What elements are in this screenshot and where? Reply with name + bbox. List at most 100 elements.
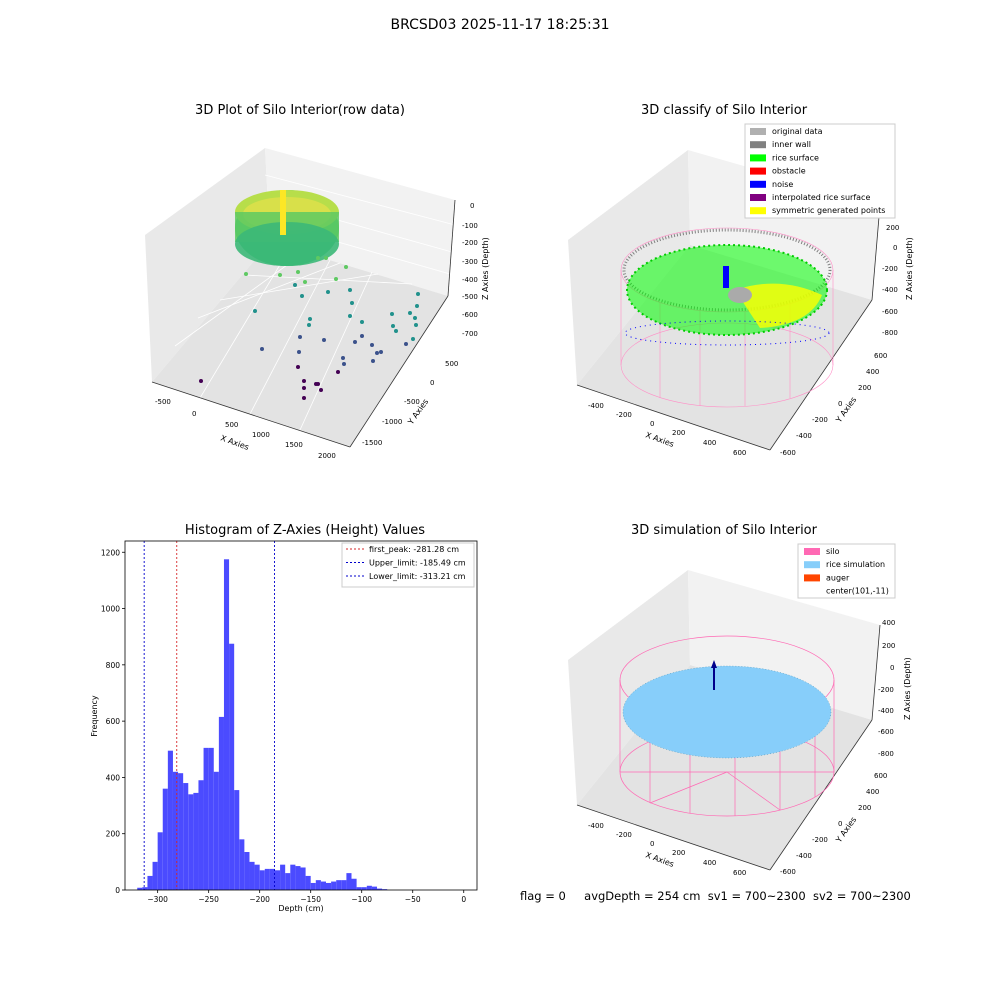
svg-text:-600: -600	[780, 449, 796, 457]
sim-legend-label: center(101,-11)	[826, 587, 889, 596]
raw-point	[314, 382, 318, 386]
classify-legend-swatch	[750, 154, 766, 162]
svg-text:1500: 1500	[285, 441, 303, 449]
sim-legend-swatch	[804, 574, 820, 582]
histogram-frame	[124, 540, 478, 891]
svg-text:-200: -200	[616, 411, 632, 419]
svg-text:-400: -400	[796, 852, 812, 860]
svg-text:0: 0	[838, 400, 842, 408]
histogram-bar	[203, 747, 209, 890]
histogram-bar	[178, 773, 184, 890]
histogram-y-tick-label: 200	[106, 830, 121, 839]
raw-point	[297, 350, 301, 354]
classify-legend-swatch	[750, 128, 766, 135]
classify-symmetric-points	[735, 283, 822, 328]
histogram-bar	[244, 852, 250, 890]
svg-text:0: 0	[192, 410, 196, 418]
raw-point	[394, 329, 398, 333]
svg-text:200: 200	[858, 804, 871, 812]
raw-point	[408, 311, 412, 315]
raw-point	[414, 323, 418, 327]
raw-point	[298, 335, 302, 339]
histogram-bar	[188, 794, 194, 890]
raw-point	[296, 270, 300, 274]
classify-legend: original data inner wall rice surface obsta…	[744, 123, 896, 219]
svg-text:500: 500	[445, 360, 458, 368]
classify-legend-swatch	[750, 167, 766, 175]
raw-plot-title: 3D Plot of Silo Interior(row data)	[195, 103, 405, 118]
histogram-bar	[280, 864, 286, 890]
svg-text:400: 400	[703, 859, 716, 867]
raw-point	[375, 351, 379, 355]
raw-point	[326, 290, 330, 294]
histogram-bar	[290, 864, 296, 890]
histogram-bar	[157, 832, 163, 890]
raw-y-ticks: 500 0 -500 -1000 -1500	[362, 360, 458, 447]
classify-legend-swatch	[750, 141, 766, 149]
histogram-bar	[351, 878, 357, 890]
raw-point	[302, 379, 306, 383]
flag-value: flag = 0	[520, 889, 566, 903]
histogram-legend-label: Upper_limit: -185.49 cm	[369, 559, 466, 568]
figure-title: BRCSD03 2025-11-17 18:25:31	[390, 17, 610, 33]
histogram-bar	[382, 889, 388, 890]
svg-text:-400: -400	[588, 402, 604, 410]
raw-point	[360, 334, 364, 338]
raw-point	[391, 324, 395, 328]
raw-point	[415, 304, 419, 308]
histogram-bars	[137, 559, 388, 890]
sim-rice-surface	[623, 666, 831, 758]
sim-legend-swatch	[804, 561, 820, 569]
raw-point	[348, 314, 352, 318]
histogram-bar	[356, 887, 362, 890]
histogram-bar	[249, 861, 255, 890]
raw-z-label: Z Axies (Depth)	[481, 237, 490, 300]
histogram-bar	[223, 559, 230, 890]
raw-point	[404, 342, 408, 346]
histogram-bar	[320, 881, 326, 890]
histogram-bar	[183, 783, 189, 890]
classify-left-pane	[568, 150, 690, 385]
sim-back-pane	[688, 570, 880, 720]
svg-text:-400: -400	[462, 276, 478, 284]
raw-point	[260, 347, 264, 351]
svg-text:-200: -200	[812, 416, 828, 424]
svg-text:200: 200	[672, 429, 685, 437]
svg-text:-200: -200	[882, 265, 898, 273]
sim-legend-label: auger	[826, 573, 850, 582]
svg-text:200: 200	[886, 224, 899, 232]
histogram-bar	[300, 867, 306, 890]
sim-z-ticks: 400 200 0 -200 -400 -600 -800	[878, 619, 895, 758]
svg-text:-200: -200	[812, 836, 828, 844]
raw-point	[344, 265, 348, 269]
raw-point	[278, 273, 282, 277]
svg-text:600: 600	[733, 869, 746, 877]
histogram-y-tick-label: 800	[106, 661, 121, 670]
classify-legend-label: symmetric generated points	[772, 206, 885, 215]
histogram-y-tick-label: 0	[115, 886, 120, 895]
histogram-bar	[137, 887, 143, 890]
svg-text:-400: -400	[882, 286, 898, 294]
sv1-value: sv1 = 700~2300	[707, 889, 806, 903]
raw-point	[336, 370, 340, 374]
histogram-x-tick-label: −100	[351, 895, 372, 904]
svg-text:-400: -400	[588, 822, 604, 830]
svg-text:-200: -200	[616, 831, 632, 839]
raw-point	[302, 386, 306, 390]
histogram-x-label: Depth (cm)	[278, 904, 323, 913]
svg-text:-200: -200	[462, 239, 478, 247]
histogram-bar	[193, 792, 199, 890]
sim-y-ticks: 600 400 200 0 -200 -400 -600	[780, 772, 887, 876]
svg-text:-400: -400	[796, 432, 812, 440]
svg-text:-100: -100	[462, 222, 478, 230]
svg-text:0: 0	[893, 244, 897, 252]
svg-text:-600: -600	[882, 308, 898, 316]
raw-point	[293, 283, 297, 287]
raw-back-pane	[265, 148, 455, 296]
svg-text:-600: -600	[462, 311, 478, 319]
histogram-bar	[361, 887, 367, 890]
classify-x-ticks: -400 -200 0 200 400 600	[588, 402, 746, 457]
svg-text:400: 400	[703, 439, 716, 447]
